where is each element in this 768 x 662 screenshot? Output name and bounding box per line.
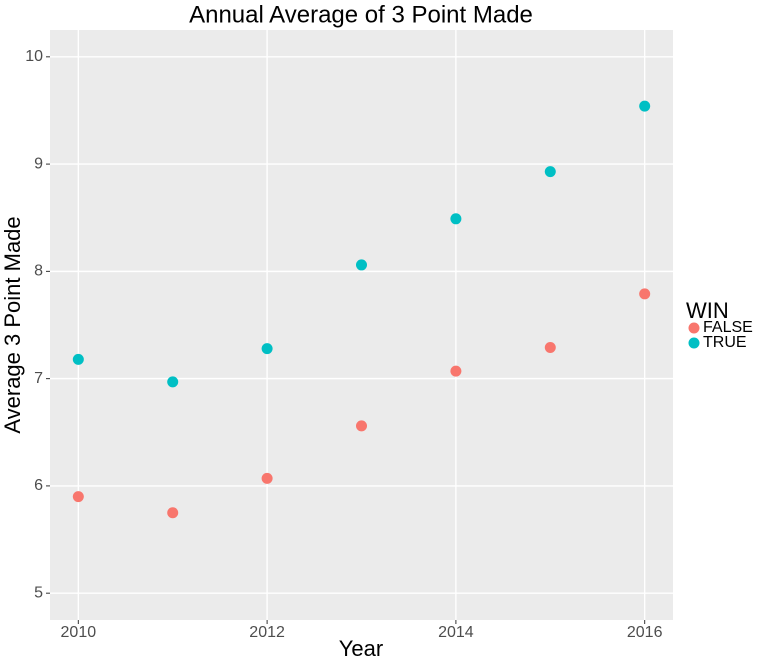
point — [639, 100, 651, 112]
point — [72, 353, 84, 365]
y-tick-label: 9 — [34, 155, 43, 172]
point — [72, 491, 84, 503]
y-tick-label: 8 — [34, 263, 43, 280]
point — [450, 365, 462, 377]
point — [544, 342, 556, 354]
x-tick-label: 2010 — [61, 624, 97, 641]
point — [639, 288, 651, 300]
y-tick-label: 5 — [34, 584, 43, 601]
chart-title: Annual Average of 3 Point Made — [189, 1, 533, 28]
point — [450, 213, 462, 225]
point — [544, 166, 556, 178]
x-tick-label: 2014 — [438, 624, 474, 641]
point — [167, 376, 179, 388]
y-tick-label: 7 — [34, 370, 43, 387]
y-tick-label: 10 — [25, 48, 43, 65]
legend-label: TRUE — [703, 334, 747, 351]
legend-label: FALSE — [703, 319, 753, 336]
point — [167, 507, 179, 519]
x-tick-label: 2016 — [627, 624, 663, 641]
point — [356, 420, 367, 432]
panel — [50, 30, 673, 620]
point — [261, 343, 273, 355]
point — [356, 259, 367, 271]
x-axis-label: Year — [339, 636, 383, 661]
legend-title: WIN — [686, 298, 729, 323]
x-tick-label: 2012 — [249, 624, 285, 641]
point — [261, 472, 273, 484]
y-axis-label: Average 3 Point Made — [0, 216, 25, 433]
legend-marker — [688, 322, 700, 334]
legend-marker — [688, 337, 700, 349]
y-tick-label: 6 — [34, 477, 43, 494]
